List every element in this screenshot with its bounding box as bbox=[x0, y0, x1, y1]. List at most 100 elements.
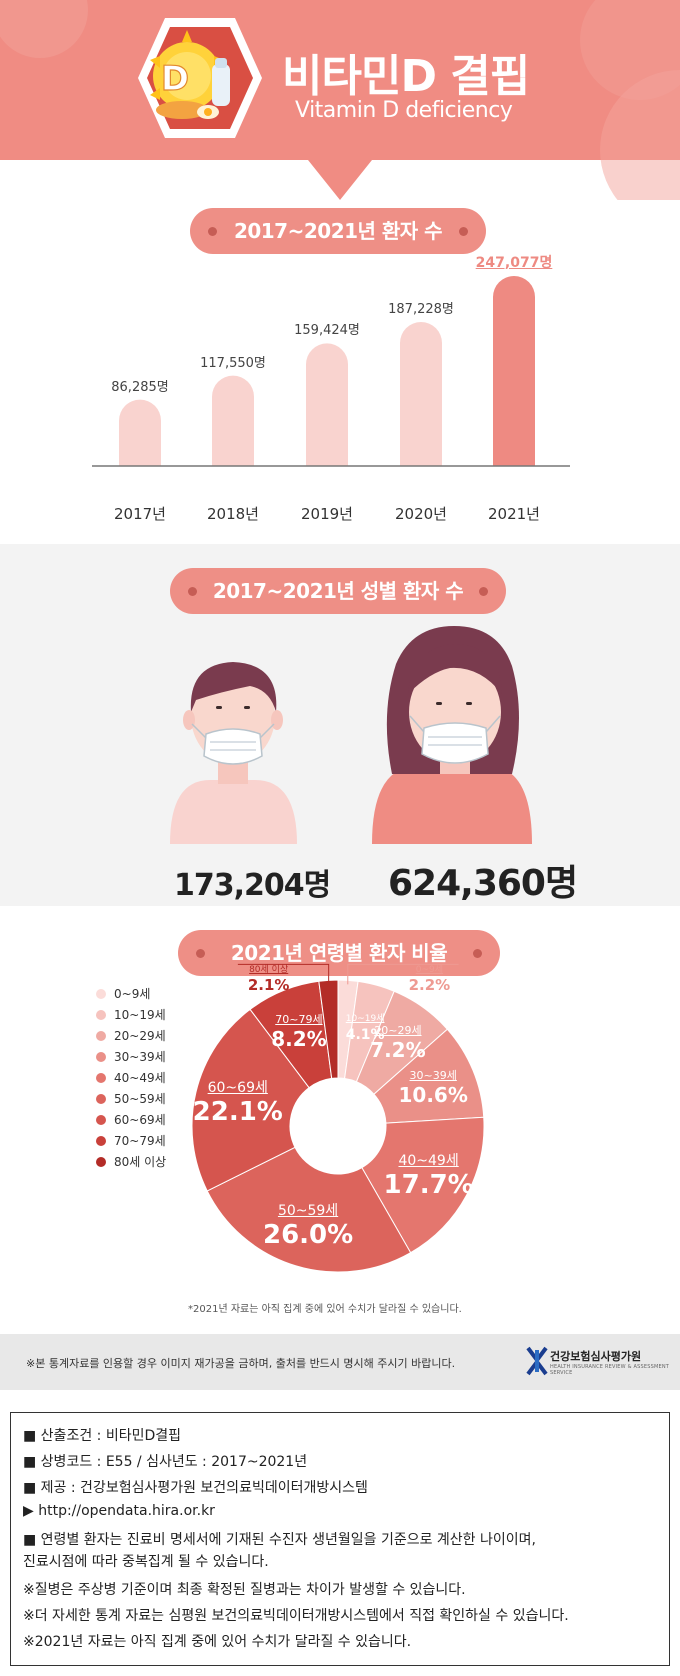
slice-label-name: 70~79세 bbox=[275, 1012, 323, 1026]
bar-value-label: 86,285명 bbox=[111, 379, 169, 395]
gender-section-title: 2017~2021년 성별 환자 수 bbox=[212, 579, 464, 603]
slice-label-name: 60~69세 bbox=[207, 1080, 268, 1097]
page-subtitle: Vitamin D deficiency bbox=[295, 98, 513, 123]
bar-category-label: 2021년 bbox=[488, 505, 540, 523]
slice-label-value: 22.1% bbox=[192, 1097, 283, 1128]
org-name: 건강보험심사평가원 bbox=[550, 1350, 642, 1363]
note-line: ※질병은 주상병 기준이며 최종 확정된 질병과는 차이가 발생할 수 있습니다… bbox=[23, 1582, 466, 1598]
legend-item: 30~39세 bbox=[96, 1049, 166, 1065]
legend-label: 80세 이상 bbox=[114, 1155, 167, 1169]
note-line: ※2021년 자료는 아직 집계 중에 있어 수치가 달라질 수 있습니다. bbox=[23, 1634, 412, 1650]
pill-dot-right bbox=[459, 227, 468, 236]
legend-label: 60~69세 bbox=[114, 1113, 166, 1127]
legend-label: 30~39세 bbox=[114, 1050, 166, 1064]
pill-dot-left bbox=[208, 227, 217, 236]
slice-label-name: 30~39세 bbox=[409, 1068, 457, 1082]
legend-swatch bbox=[96, 1073, 106, 1083]
slice-label-value: 4.1% bbox=[345, 1026, 385, 1043]
bar-value-label: 117,550명 bbox=[200, 355, 266, 371]
slice-label-name: 0~9세 bbox=[415, 965, 444, 976]
note-line: ■ 연령별 환자는 진료비 명세서에 기재된 수진자 생년월일을 기준으로 계산… bbox=[23, 1532, 536, 1548]
hira-logo-icon bbox=[526, 1346, 548, 1376]
header: D 비타민D 결핍 Vitamin D deficiency bbox=[0, 0, 680, 200]
note-line: ※더 자세한 통계 자료는 심평원 보건의료빅데이터개방시스템에서 직접 확인하… bbox=[23, 1608, 569, 1624]
slice-label: 60~69세 22.1% bbox=[193, 1077, 283, 1127]
legend-swatch bbox=[96, 1115, 106, 1125]
legend-item: 50~59세 bbox=[96, 1091, 166, 1107]
usage-notice: ※본 통계자료를 인용할 경우 이미지 재가공을 금하며, 출처를 반드시 명시… bbox=[26, 1357, 456, 1370]
gender-illustration bbox=[170, 626, 532, 844]
legend-label: 0~9세 bbox=[114, 987, 151, 1001]
notes-box: ■ 산출조건 : 비타민D결핍 ■ 상병코드 : E55 / 심사년도 : 20… bbox=[10, 1412, 670, 1666]
bar-category-label: 2020년 bbox=[395, 505, 447, 523]
legend-swatch bbox=[96, 1136, 106, 1146]
age-donut-chart bbox=[191, 963, 485, 1273]
slice-label-name: 10~19세 bbox=[345, 1013, 385, 1024]
legend-swatch bbox=[96, 1157, 106, 1167]
slice-label-name: 80세 이상 bbox=[249, 965, 289, 976]
note-line: 진료시점에 따라 중복집계 될 수 있습니다. bbox=[23, 1554, 269, 1570]
pill-dot-left bbox=[188, 587, 197, 596]
slice-label-value: 2.1% bbox=[247, 976, 290, 995]
legend-swatch bbox=[96, 1010, 106, 1020]
legend-swatch bbox=[96, 1031, 106, 1041]
slice-label-value: 26.0% bbox=[262, 1219, 354, 1250]
slice-label: 30~39세 10.6% bbox=[398, 1067, 467, 1107]
source-link[interactable]: ▶ http://opendata.hira.or.kr bbox=[23, 1503, 215, 1519]
legend-item: 0~9세 bbox=[96, 986, 150, 1002]
slice-leader-line bbox=[237, 963, 330, 985]
legend-item: 20~29세 bbox=[96, 1028, 166, 1044]
pie-footnote: *2021년 자료는 아직 집계 중에 있어 수치가 달라질 수 있습니다. bbox=[188, 1304, 462, 1315]
note-line: ■ 산출조건 : 비타민D결핍 bbox=[23, 1428, 181, 1444]
legend-swatch bbox=[96, 1094, 106, 1104]
slice-label-name: 50~59세 bbox=[277, 1202, 339, 1219]
note-line: ■ 상병코드 : E55 / 심사년도 : 2017~2021년 bbox=[23, 1454, 308, 1470]
legend-item: 40~49세 bbox=[96, 1070, 166, 1086]
gender-section-title-pill: 2017~2021년 성별 환자 수 bbox=[170, 568, 506, 614]
bar-value-label: 247,077명 bbox=[475, 255, 553, 271]
bar-category-label: 2019년 bbox=[301, 505, 353, 523]
slice-label: 0~9세 2.2% bbox=[409, 962, 451, 994]
yearly-patients-section: 2017~2021년 환자 수 86,285명 2017년 117,550명 2018… bbox=[0, 200, 680, 544]
note-line: ■ 제공 : 건강보험심사평가원 보건의료빅데이터개방시스템 bbox=[23, 1480, 368, 1496]
header-background: D bbox=[0, 0, 680, 200]
legend-label: 10~19세 bbox=[114, 1008, 166, 1022]
org-subtitle: HEALTH INSURANCE REVIEW & ASSESSMENT SER… bbox=[550, 1364, 670, 1376]
slice-label: 70~79세 8.2% bbox=[271, 1011, 326, 1051]
slice-label-value: 8.2% bbox=[271, 1026, 327, 1051]
source-band: ※본 통계자료를 인용할 경우 이미지 재가공을 금하며, 출처를 반드시 명시… bbox=[0, 1334, 680, 1390]
bar-2018년 bbox=[212, 375, 254, 466]
slice-label: 50~59세 26.0% bbox=[263, 1200, 353, 1250]
bar-category-label: 2017년 bbox=[114, 505, 166, 523]
yearly-section-title: 2017~2021년 환자 수 bbox=[233, 219, 443, 243]
bar-2021년 bbox=[493, 276, 535, 466]
slice-label-value: 7.2% bbox=[370, 1038, 426, 1063]
age-section-title-pill: 2021년 연령별 환자 비율 bbox=[178, 930, 500, 976]
legend-label: 70~79세 bbox=[114, 1134, 166, 1148]
legend-label: 20~29세 bbox=[114, 1029, 166, 1043]
bar-2019년 bbox=[306, 343, 348, 466]
male-patient-count: 173,204명 bbox=[174, 868, 331, 903]
slice-label: 20~29세 7.2% bbox=[370, 1022, 425, 1062]
bar-category-label: 2018년 bbox=[207, 505, 259, 523]
slice-40~49세 bbox=[361, 1116, 485, 1254]
age-ratio-section: 2021년 연령별 환자 비율 0~9세 10~19세 20~29세 30~39세 40… bbox=[0, 906, 680, 1334]
slice-label-name: 20~29세 bbox=[374, 1024, 422, 1038]
slice-60~69세 bbox=[191, 1008, 310, 1192]
male-figure-icon bbox=[170, 662, 297, 844]
legend-swatch bbox=[96, 989, 106, 999]
bar-2017년 bbox=[119, 399, 161, 466]
slice-50~59세 bbox=[206, 1146, 412, 1273]
slice-label-name: 40~49세 bbox=[398, 1152, 459, 1169]
legend-label: 50~59세 bbox=[114, 1092, 166, 1106]
vitamin-d-icon bbox=[138, 18, 262, 138]
legend-label: 40~49세 bbox=[114, 1071, 166, 1085]
slice-label: 80세 이상 2.1% bbox=[248, 962, 290, 994]
legend-swatch bbox=[96, 1052, 106, 1062]
slice-80세 이상 bbox=[318, 979, 339, 1079]
age-section-title: 2021년 연령별 환자 비율 bbox=[230, 941, 448, 965]
slice-leader-line bbox=[347, 963, 459, 985]
bar-value-label: 187,228명 bbox=[388, 302, 454, 318]
slice-label-value: 2.2% bbox=[408, 976, 451, 995]
slice-label: 40~49세 17.7% bbox=[384, 1150, 474, 1200]
